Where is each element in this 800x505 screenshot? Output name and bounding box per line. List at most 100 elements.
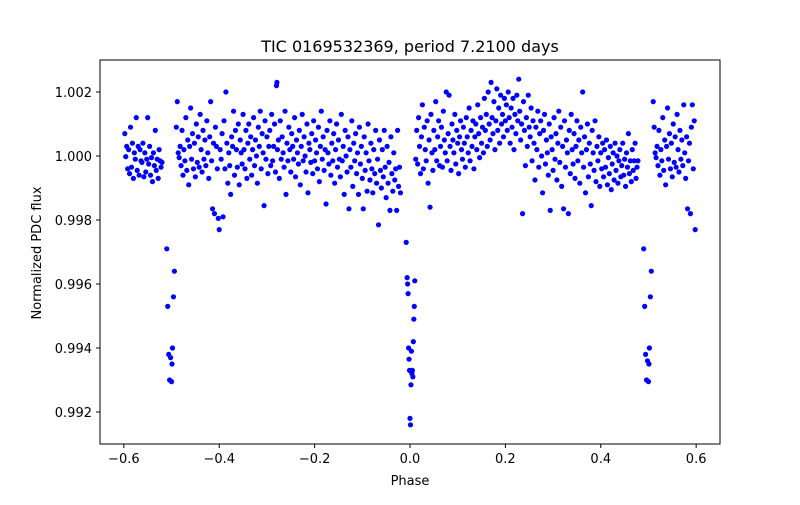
- data-point: [264, 134, 270, 140]
- chart-title: TIC 0169532369, period 7.2100 days: [260, 37, 559, 56]
- data-point: [494, 86, 500, 92]
- data-point: [256, 143, 262, 149]
- x-tick-label: −0.6: [108, 452, 140, 467]
- data-point: [537, 131, 543, 137]
- data-point: [467, 158, 473, 164]
- data-point: [606, 171, 612, 177]
- data-point: [629, 147, 635, 153]
- data-point: [581, 134, 588, 140]
- data-point: [455, 140, 461, 146]
- data-point: [391, 150, 397, 156]
- data-point: [557, 159, 563, 165]
- data-point: [578, 124, 584, 130]
- data-point: [491, 99, 497, 105]
- data-point: [291, 156, 297, 162]
- data-point: [486, 121, 492, 127]
- data-point: [333, 147, 339, 153]
- data-point: [432, 147, 438, 153]
- data-point: [299, 111, 305, 117]
- data-point: [441, 137, 447, 143]
- data-point: [601, 147, 608, 153]
- data-point: [521, 127, 528, 133]
- data-point: [246, 121, 252, 127]
- x-tick-label: 0.6: [686, 452, 707, 467]
- data-point: [170, 294, 177, 300]
- data-point: [181, 147, 187, 153]
- data-point: [423, 158, 429, 164]
- data-point: [155, 175, 161, 181]
- data-point: [361, 134, 367, 140]
- data-point: [288, 169, 294, 175]
- data-point: [664, 105, 671, 111]
- data-point: [270, 158, 276, 164]
- data-point: [201, 156, 207, 162]
- data-point: [130, 175, 136, 181]
- data-point: [165, 303, 171, 309]
- data-point: [538, 118, 544, 124]
- data-point: [337, 174, 343, 180]
- y-axis-ticks: 0.992 0.994 0.996 0.998 1.000 1.002: [55, 86, 100, 421]
- data-point: [404, 275, 410, 281]
- data-point: [203, 163, 209, 169]
- data-point: [369, 166, 375, 172]
- data-point: [488, 79, 494, 85]
- data-point: [414, 127, 420, 133]
- data-point: [631, 158, 637, 164]
- data-point: [212, 124, 219, 130]
- data-point: [373, 127, 379, 133]
- data-point: [457, 134, 463, 140]
- data-point: [569, 147, 575, 153]
- data-point: [123, 154, 129, 160]
- data-point: [225, 180, 231, 186]
- data-point: [448, 167, 454, 173]
- y-tick-label: 0.998: [55, 214, 92, 229]
- data-point: [180, 172, 186, 178]
- data-point: [681, 102, 687, 108]
- data-point: [422, 147, 428, 153]
- data-point: [471, 166, 477, 172]
- data-point: [616, 158, 622, 164]
- data-point: [473, 121, 479, 127]
- data-point: [539, 190, 546, 196]
- data-point: [200, 127, 206, 133]
- data-point: [128, 164, 135, 170]
- data-point: [153, 167, 159, 173]
- data-point: [412, 278, 418, 284]
- data-point: [355, 191, 362, 197]
- data-point: [329, 140, 335, 146]
- data-point: [305, 190, 311, 196]
- data-point: [304, 121, 310, 127]
- data-point: [285, 158, 291, 164]
- data-point: [362, 167, 368, 173]
- data-point: [549, 147, 555, 153]
- data-point: [627, 158, 633, 164]
- data-point: [219, 131, 225, 137]
- data-point: [247, 156, 253, 162]
- data-point: [607, 143, 613, 149]
- data-point: [524, 143, 530, 149]
- data-point: [659, 158, 665, 164]
- data-point: [424, 118, 430, 124]
- data-point: [519, 121, 525, 127]
- data-point: [560, 206, 567, 212]
- data-point: [297, 182, 303, 188]
- y-tick-label: 0.996: [55, 278, 92, 293]
- data-point: [651, 124, 657, 130]
- data-point: [539, 153, 545, 159]
- data-point: [227, 163, 233, 169]
- data-point: [147, 143, 153, 149]
- data-point: [394, 207, 400, 213]
- data-point: [255, 124, 261, 130]
- data-point: [383, 195, 389, 201]
- x-tick-label: 0.4: [590, 452, 611, 467]
- data-point: [295, 161, 301, 167]
- data-point: [169, 361, 175, 367]
- data-point: [634, 164, 640, 170]
- data-point: [689, 102, 695, 108]
- data-point: [208, 99, 214, 105]
- data-point: [530, 118, 536, 124]
- data-point: [570, 161, 576, 167]
- data-point: [657, 172, 663, 178]
- data-point: [228, 191, 234, 197]
